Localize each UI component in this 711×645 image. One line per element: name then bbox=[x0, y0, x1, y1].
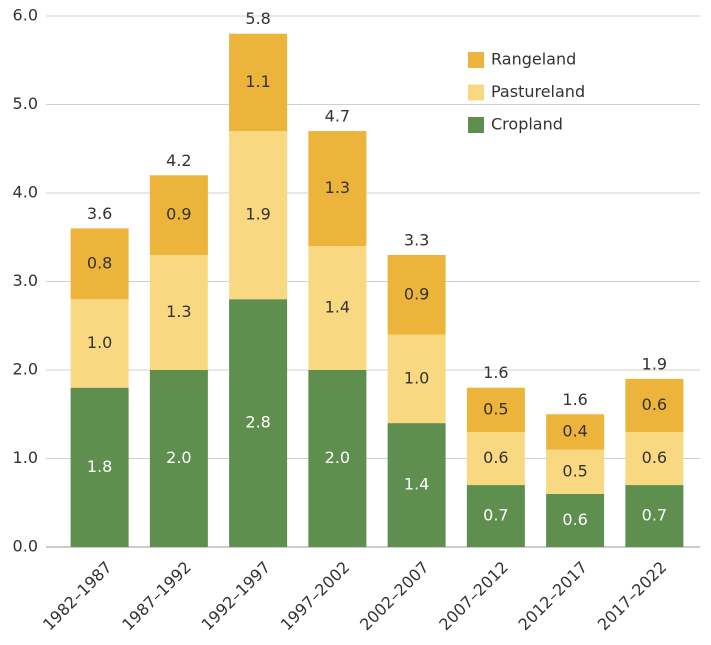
value-label: 0.6 bbox=[642, 448, 667, 467]
bar-segment bbox=[625, 485, 684, 547]
bar-segment bbox=[229, 131, 288, 300]
bar-segment bbox=[387, 423, 446, 547]
bar-segment bbox=[308, 370, 367, 547]
bar-segment bbox=[70, 299, 129, 388]
value-label: 0.7 bbox=[483, 506, 508, 525]
value-label: 1.3 bbox=[325, 178, 350, 197]
bar-segment bbox=[70, 228, 129, 300]
bar-segment bbox=[229, 299, 288, 547]
y-tick-label: 3.0 bbox=[13, 271, 38, 290]
bar-segment bbox=[546, 493, 605, 547]
total-label: 5.8 bbox=[245, 9, 270, 28]
y-tick-label: 5.0 bbox=[13, 94, 38, 113]
value-label: 1.0 bbox=[404, 368, 429, 387]
bar-segment bbox=[466, 387, 525, 432]
x-tick-label: 2007–2012 bbox=[435, 558, 512, 635]
value-label: 0.9 bbox=[166, 205, 191, 224]
x-tick-label: 2012–2017 bbox=[514, 558, 591, 635]
x-tick-label: 1987–1992 bbox=[118, 558, 195, 635]
total-label: 3.3 bbox=[404, 230, 429, 249]
x-tick-label: 1992–1997 bbox=[197, 558, 274, 635]
value-label: 1.8 bbox=[87, 457, 112, 476]
bar-segment bbox=[387, 334, 446, 424]
bar-segment bbox=[625, 378, 684, 432]
bar-segment bbox=[625, 431, 684, 486]
total-label: 1.9 bbox=[642, 354, 667, 373]
value-label: 0.5 bbox=[562, 461, 587, 480]
y-tick-label: 1.0 bbox=[13, 448, 38, 467]
y-tick-label: 0.0 bbox=[13, 537, 38, 556]
bar-segment bbox=[70, 387, 129, 547]
legend-label: Cropland bbox=[491, 115, 563, 134]
value-label: 0.7 bbox=[642, 506, 667, 525]
total-label: 3.6 bbox=[87, 204, 112, 223]
bar-segment bbox=[149, 175, 208, 255]
legend-swatch bbox=[468, 117, 484, 133]
total-label: 4.7 bbox=[325, 107, 350, 126]
value-label: 0.8 bbox=[87, 253, 112, 272]
value-label: 2.0 bbox=[166, 448, 191, 467]
bar-segment bbox=[546, 414, 605, 450]
value-label: 1.0 bbox=[87, 333, 112, 352]
legend-swatch bbox=[468, 84, 484, 101]
value-label: 0.6 bbox=[483, 448, 508, 467]
legend-swatch bbox=[468, 52, 484, 68]
bar-segment bbox=[149, 370, 208, 547]
value-label: 1.4 bbox=[404, 475, 429, 494]
bar-segment bbox=[149, 254, 208, 370]
bar-segment bbox=[387, 254, 446, 335]
bar-segment bbox=[308, 246, 367, 370]
bar-segment bbox=[308, 131, 367, 247]
x-tick-label: 2002–2007 bbox=[356, 558, 433, 635]
value-label: 0.6 bbox=[642, 395, 667, 414]
bar-segment bbox=[546, 449, 605, 494]
value-label: 2.0 bbox=[325, 448, 350, 467]
x-tick-label: 1982–1987 bbox=[39, 558, 116, 635]
value-label: 0.6 bbox=[562, 510, 587, 529]
value-label: 1.3 bbox=[166, 302, 191, 321]
value-label: 1.1 bbox=[245, 72, 270, 91]
value-label: 2.8 bbox=[245, 413, 270, 432]
bar-segment bbox=[466, 485, 525, 547]
legend-label: Rangeland bbox=[491, 50, 576, 69]
value-label: 0.5 bbox=[483, 399, 508, 418]
y-tick-label: 2.0 bbox=[13, 360, 38, 379]
value-label: 1.4 bbox=[325, 298, 350, 317]
total-label: 1.6 bbox=[562, 390, 587, 409]
value-label: 1.9 bbox=[245, 205, 270, 224]
bar-segment bbox=[229, 33, 288, 132]
total-label: 4.2 bbox=[166, 151, 191, 170]
x-tick-label: 1997–2002 bbox=[277, 558, 354, 635]
value-label: 0.9 bbox=[404, 284, 429, 303]
value-label: 0.4 bbox=[562, 421, 587, 440]
x-tick-label: 2017–2022 bbox=[594, 558, 671, 635]
total-label: 1.6 bbox=[483, 363, 508, 382]
y-tick-label: 4.0 bbox=[13, 183, 38, 202]
y-tick-label: 6.0 bbox=[13, 6, 38, 25]
legend-label: Pastureland bbox=[491, 82, 585, 101]
bar-segment bbox=[466, 431, 525, 486]
